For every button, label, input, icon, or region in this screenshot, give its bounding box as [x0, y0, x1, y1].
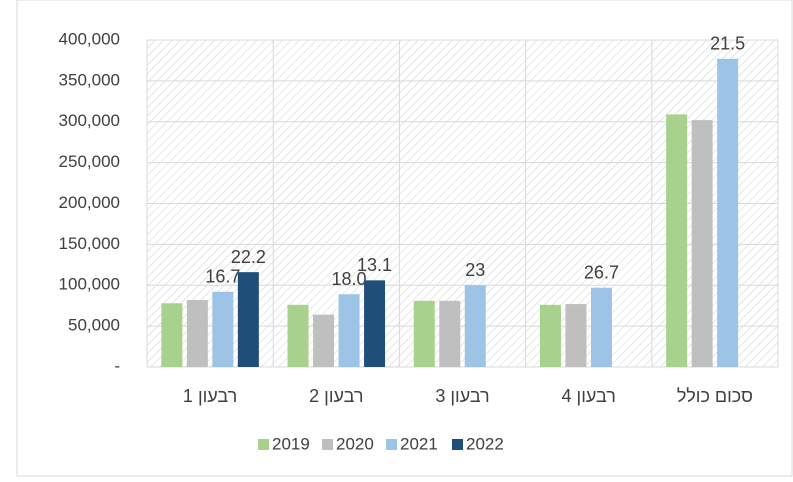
y-tick-label: 100,000 [59, 275, 120, 294]
bar [539, 304, 561, 367]
y-tick-label: 150,000 [59, 234, 120, 253]
bar [590, 287, 612, 367]
legend-swatch [386, 439, 397, 450]
bar-annotation: 13.1 [357, 255, 392, 275]
x-tick-label: רבעון 3 [435, 386, 489, 406]
y-tick-label: 350,000 [59, 70, 120, 89]
bar [212, 291, 234, 367]
bar [565, 304, 587, 367]
bar [439, 300, 461, 367]
bar-annotation: 26.7 [584, 262, 619, 282]
x-tick-label: רבעון 4 [562, 386, 616, 406]
bar [464, 285, 486, 367]
x-tick-label: סכום כולל [677, 386, 753, 406]
x-tick-label: רבעון 2 [309, 386, 363, 406]
legend-swatch [452, 439, 463, 450]
bar [313, 314, 335, 367]
y-tick-label: - [114, 356, 120, 375]
legend-label: 2019 [272, 434, 310, 453]
legend-swatch [322, 439, 333, 450]
legend-label: 2021 [400, 434, 438, 453]
bar [364, 280, 386, 367]
bar [161, 303, 183, 367]
x-tick-label: רבעון 1 [183, 386, 237, 406]
legend-swatch [258, 439, 269, 450]
bar-annotation: 16.7 [205, 267, 240, 287]
bar [237, 272, 259, 367]
bar [666, 114, 688, 367]
y-tick-label: 400,000 [59, 29, 120, 48]
bar [186, 299, 208, 367]
bar-annotation: 21.5 [710, 34, 745, 54]
bar [691, 120, 713, 368]
legend-label: 2020 [336, 434, 374, 453]
bar [287, 304, 309, 367]
chart-frame [16, 0, 793, 477]
bar [413, 300, 435, 367]
bar [717, 58, 739, 368]
bar-annotation: 23 [465, 260, 485, 280]
y-tick-label: 50,000 [68, 316, 120, 335]
bar-annotation: 22.2 [231, 247, 266, 267]
y-tick-label: 250,000 [59, 152, 120, 171]
legend-label: 2022 [466, 434, 504, 453]
y-tick-label: 300,000 [59, 111, 120, 130]
bar-annotation: 18.0 [332, 269, 367, 289]
bar [338, 294, 360, 367]
y-tick-label: 200,000 [59, 193, 120, 212]
